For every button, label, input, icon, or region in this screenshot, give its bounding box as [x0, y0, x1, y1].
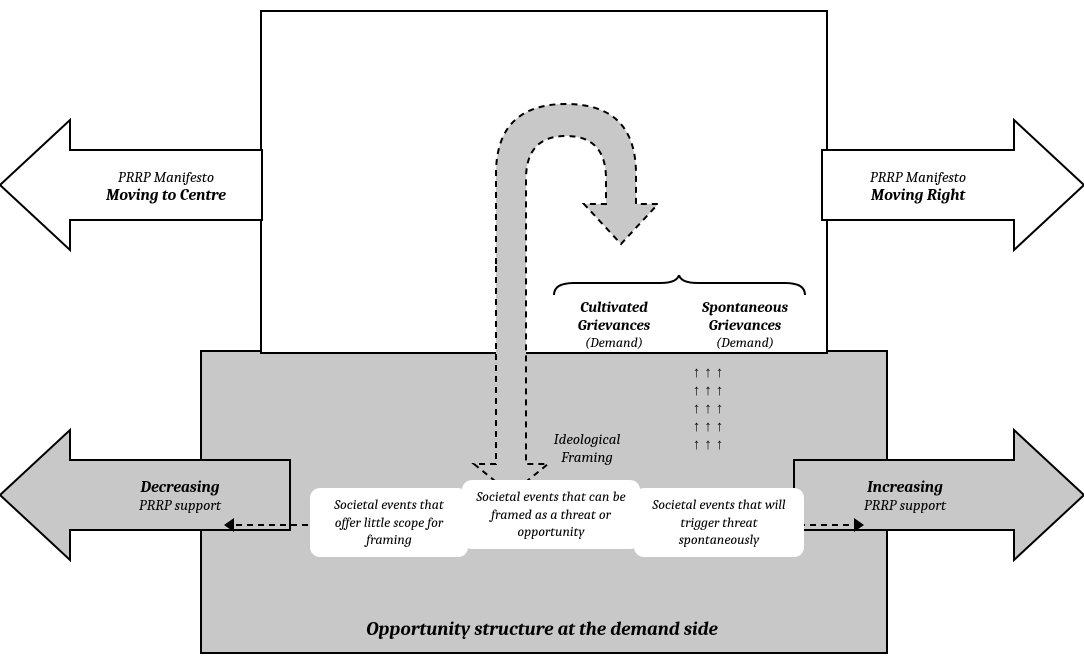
- up-arrow-row: ↑↑↑: [680, 400, 740, 418]
- up-arrow-row: ↑↑↑: [680, 436, 740, 454]
- support-right-label: Increasing PRRP support: [820, 478, 990, 514]
- up-arrow-row: ↑↑↑: [680, 364, 740, 382]
- support-left-label: Decreasing PRRP support: [95, 478, 265, 514]
- support-right-bold: Increasing: [820, 478, 990, 496]
- spontaneous-label: Spontaneous Grievances (Demand): [680, 298, 810, 351]
- event-box-left: Societal events that offer little scope …: [310, 488, 468, 557]
- demand-title: Opportunity structure at the demand side: [200, 618, 884, 640]
- manifesto-right-label: PRRP Manifesto Moving Right: [828, 168, 1008, 204]
- diagram-canvas: ← Strategic party-positioning at the sup…: [0, 0, 1084, 665]
- ideological-framing-label: Ideological Framing: [532, 430, 642, 466]
- cultivated-b1: Cultivated: [552, 298, 676, 316]
- event-box-middle: Societal events that can be framed as a …: [462, 480, 640, 549]
- manifesto-left-l1: PRRP Manifesto: [76, 168, 256, 186]
- spont-b2: Grievances: [680, 316, 810, 334]
- manifesto-left-label: PRRP Manifesto Moving to Centre: [76, 168, 256, 204]
- ideological: Ideological: [532, 430, 642, 448]
- manifesto-left-l2: Moving to Centre: [76, 186, 256, 204]
- manifesto-right-l1: PRRP Manifesto: [828, 168, 1008, 186]
- event-box-right: Societal events that will trigger threat…: [634, 488, 804, 557]
- cultivated-label: Cultivated Grievances (Demand): [552, 298, 676, 351]
- cultivated-b2: Grievances: [552, 316, 676, 334]
- cultivated-sub: (Demand): [552, 334, 676, 351]
- support-left-rest: PRRP support: [95, 496, 265, 514]
- up-arrows: ↑↑↑ ↑↑↑ ↑↑↑ ↑↑↑ ↑↑↑: [680, 364, 740, 454]
- support-left-bold: Decreasing: [95, 478, 265, 496]
- framing: Framing: [532, 448, 642, 466]
- manifesto-right-l2: Moving Right: [828, 186, 1008, 204]
- spont-sub: (Demand): [680, 334, 810, 351]
- support-right-rest: PRRP support: [820, 496, 990, 514]
- up-arrow-row: ↑↑↑: [680, 382, 740, 400]
- dashed-arrow-left: [210, 515, 310, 535]
- curly-brace: [552, 275, 807, 297]
- up-arrow-row: ↑↑↑: [680, 418, 740, 436]
- spont-b1: Spontaneous: [680, 298, 810, 316]
